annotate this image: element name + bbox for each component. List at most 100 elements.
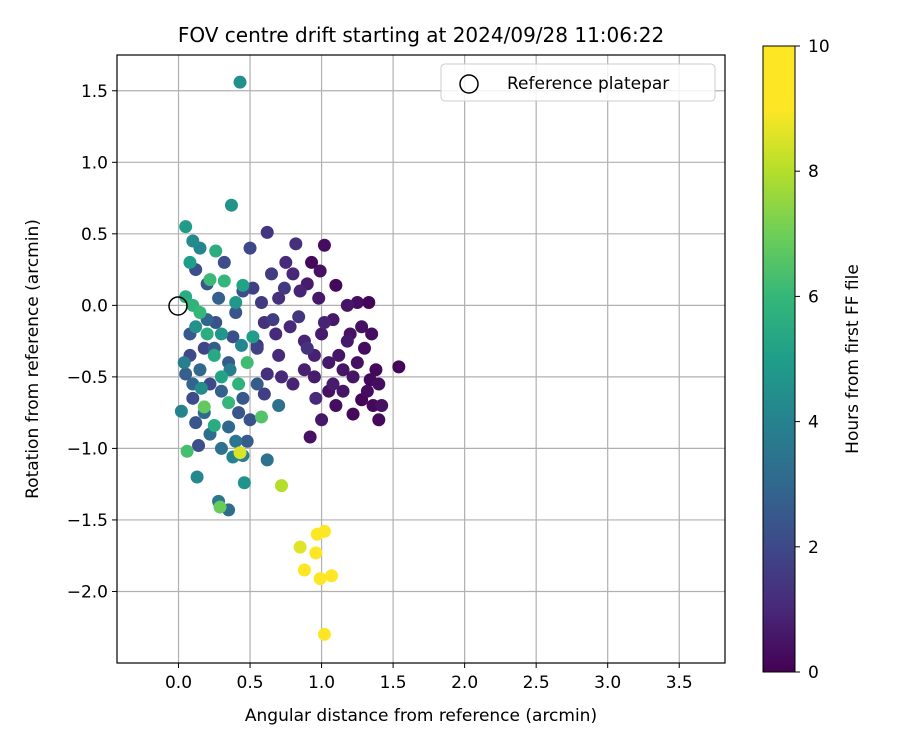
scatter-point — [203, 273, 217, 287]
y-tick-label: −1.5 — [67, 511, 108, 531]
scatter-point — [260, 367, 274, 381]
y-tick-label: 1.0 — [81, 153, 108, 173]
scatter-point — [222, 420, 236, 434]
chart-title: FOV centre drift starting at 2024/09/28 … — [178, 23, 664, 47]
scatter-point — [322, 356, 336, 370]
scatter-point — [186, 234, 200, 248]
scatter-point — [214, 327, 228, 341]
scatter-point — [350, 356, 364, 370]
x-tick-label: 2.0 — [451, 673, 478, 693]
colorbar-tick-label: 8 — [808, 162, 819, 182]
scatter-point — [224, 198, 238, 212]
scatter-point — [289, 237, 303, 251]
scatter-point — [214, 384, 228, 398]
scatter-point — [313, 264, 327, 278]
scatter-point — [266, 313, 280, 327]
scatter-point — [232, 406, 246, 420]
y-tick-label: −0.5 — [67, 368, 108, 388]
colorbar: 0 2 4 6 8 10 Hours from first FF file — [762, 37, 863, 683]
scatter-point — [174, 404, 188, 418]
scatter-point — [277, 281, 291, 295]
scatter-point — [254, 410, 268, 424]
scatter-point — [193, 306, 207, 320]
scatter-point — [269, 327, 283, 341]
scatter-point — [325, 569, 339, 583]
scatter-point — [300, 341, 314, 355]
scatter-point — [317, 524, 331, 538]
y-tick-label: −1.0 — [67, 439, 108, 459]
scatter-point — [214, 441, 228, 455]
scatter-point — [240, 356, 254, 370]
scatter-point — [197, 341, 211, 355]
scatter-point — [272, 348, 286, 362]
scatter-point — [365, 327, 379, 341]
y-tick-label: −2.0 — [67, 582, 108, 602]
scatter-point — [193, 363, 207, 377]
scatter-point — [326, 377, 340, 391]
legend-label-reference: Reference platepar — [507, 74, 669, 94]
scatter-point — [372, 377, 386, 391]
scatter-point — [355, 320, 369, 334]
scatter-point — [265, 267, 279, 281]
scatter-point — [375, 398, 389, 412]
scatter-point — [229, 434, 243, 448]
scatter-point — [350, 295, 364, 309]
scatter-point — [236, 391, 250, 405]
x-tick-label: 1.0 — [308, 673, 335, 693]
scatter-point — [209, 244, 223, 258]
scatter-point — [217, 255, 231, 269]
scatter-point — [246, 330, 260, 344]
scatter-point — [286, 267, 300, 281]
scatter-point — [293, 540, 307, 554]
data-points — [174, 75, 406, 641]
scatter-point — [233, 446, 247, 460]
scatter-point — [200, 327, 214, 341]
colorbar-tick-label: 2 — [808, 538, 819, 558]
y-axis-ticks: 1.5 1.0 0.5 0.0 −0.5 −1.0 −1.5 −2.0 — [67, 82, 117, 602]
scatter-point — [309, 391, 323, 405]
scatter-point — [250, 377, 264, 391]
x-tick-label: 3.0 — [594, 673, 621, 693]
scatter-point — [357, 341, 371, 355]
x-axis-ticks: 0.0 0.5 1.0 1.5 2.0 2.5 3.0 3.5 — [165, 663, 693, 693]
y-tick-label: 0.5 — [81, 225, 108, 245]
colorbar-tick-label: 10 — [808, 37, 830, 57]
scatter-point — [197, 400, 211, 414]
scatter-point — [346, 407, 360, 421]
y-tick-label: 0.0 — [81, 296, 108, 316]
scatter-point — [236, 278, 250, 292]
scatter-point — [232, 377, 246, 391]
grid-lines — [117, 55, 725, 663]
scatter-point — [317, 238, 331, 252]
scatter-point — [194, 381, 208, 395]
scatter-point — [217, 274, 231, 288]
y-tick-label: 1.5 — [81, 82, 108, 102]
scatter-point — [340, 334, 354, 348]
scatter-point — [315, 413, 329, 427]
legend-reference-marker — [459, 74, 479, 94]
scatter-point — [233, 75, 247, 89]
scatter-point — [362, 295, 376, 309]
x-axis-label: Angular distance from reference (arcmin) — [245, 706, 597, 726]
x-tick-label: 2.5 — [523, 673, 550, 693]
scatter-point — [186, 391, 200, 405]
scatter-point — [312, 291, 326, 305]
scatter-point — [283, 320, 297, 334]
scatter-point — [183, 255, 197, 269]
scatter-point — [223, 363, 237, 377]
scatter-point — [279, 255, 293, 269]
scatter-point — [177, 356, 191, 370]
scatter-point — [360, 384, 374, 398]
scatter-point — [292, 310, 306, 324]
legend-box — [440, 63, 716, 102]
scatter-point — [369, 363, 383, 377]
scatter-point — [179, 367, 193, 381]
scatter-point — [190, 470, 204, 484]
scatter-point — [246, 281, 260, 295]
scatter-point — [240, 434, 254, 448]
scatter-point — [222, 396, 236, 410]
scatter-point — [214, 370, 228, 384]
scatter-point — [297, 363, 311, 377]
scatter-point — [346, 370, 360, 384]
